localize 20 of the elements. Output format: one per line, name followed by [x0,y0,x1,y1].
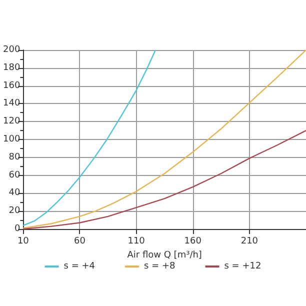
legend-label: s = +12 [224,262,262,272]
y-tick-label: 200 [2,45,20,55]
legend-label: s = +8 [144,262,176,272]
x-tick-label: 10 [17,236,30,246]
legend-label: s = +4 [64,262,96,272]
y-tick-label: 100 [2,134,20,144]
x-tick-label: 160 [184,236,202,246]
y-tick-label: 20 [8,206,20,216]
y-tick-label: 140 [2,98,20,109]
x-tick-label: 60 [74,236,86,246]
y-tick-label: 120 [2,116,20,127]
y-tick-label: 180 [2,62,20,73]
y-tick-label: 80 [8,152,20,162]
line-series [22,49,156,226]
x-axis-title: Air flow Q [m³/h] [127,250,202,260]
y-tick-label: 40 [8,188,20,198]
y-tick-label: 160 [2,80,20,91]
x-tick-label: 210 [240,236,258,246]
x-tick-label: 110 [128,236,146,246]
y-tick-label: 60 [8,170,20,180]
